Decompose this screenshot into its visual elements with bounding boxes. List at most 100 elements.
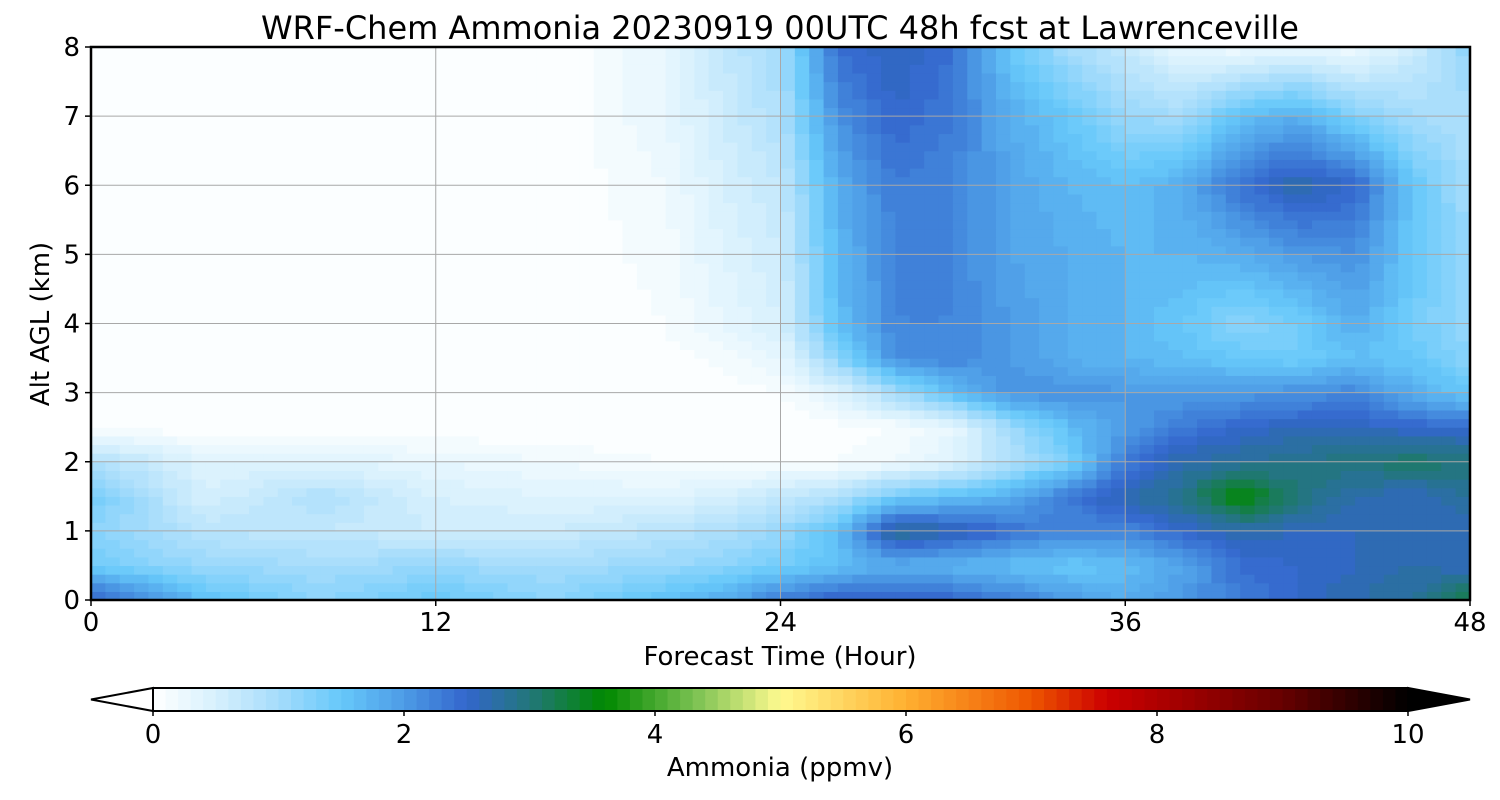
heatmap-cell [967, 271, 983, 281]
heatmap-cell [1441, 556, 1457, 567]
heatmap-cell [622, 332, 638, 342]
heatmap-cell [852, 591, 868, 600]
heatmap-cell [292, 332, 308, 342]
heatmap-cell [579, 254, 595, 264]
heatmap-cell [780, 323, 796, 333]
heatmap-cell [1039, 167, 1055, 178]
heatmap-cell [1225, 504, 1241, 515]
heatmap-cell [1125, 539, 1141, 549]
heatmap-cell [162, 591, 178, 600]
heatmap-cell [1297, 470, 1313, 480]
heatmap-cell [378, 314, 394, 325]
heatmap-cell [1268, 582, 1284, 592]
heatmap-cell [1010, 418, 1026, 428]
heatmap-cell [335, 280, 351, 290]
heatmap-cell [493, 323, 509, 333]
heatmap-cell [1340, 297, 1356, 307]
heatmap-cell [1153, 167, 1169, 178]
heatmap-cell [119, 202, 135, 212]
heatmap-cell [895, 574, 911, 584]
heatmap-cell [1254, 461, 1270, 471]
heatmap-cell [119, 548, 135, 558]
heatmap-cell [1067, 392, 1083, 402]
heatmap-cell [651, 383, 667, 394]
heatmap-cell [134, 444, 150, 454]
heatmap-cell [723, 366, 738, 376]
heatmap-cell [636, 487, 652, 497]
heatmap-cell [91, 228, 106, 238]
heatmap-cell [694, 487, 710, 497]
heatmap-cell [1283, 453, 1299, 463]
heatmap-cell [651, 435, 667, 446]
heatmap-cell [105, 513, 121, 523]
heatmap-cell [220, 401, 236, 411]
heatmap-cell [967, 150, 983, 160]
heatmap-cell [162, 418, 178, 428]
heatmap-cell [1010, 349, 1026, 359]
heatmap-cell [1283, 314, 1299, 325]
heatmap-cell [1024, 582, 1040, 592]
heatmap-cell [1096, 150, 1112, 160]
heatmap-cell [407, 176, 422, 186]
heatmap-cell [708, 453, 724, 463]
heatmap-cell [1383, 366, 1399, 376]
heatmap-cell [708, 297, 724, 307]
heatmap-cell [450, 556, 466, 567]
heatmap-cell [119, 470, 135, 480]
heatmap-cell [1426, 392, 1442, 402]
heatmap-cell [995, 263, 1011, 273]
heatmap-cell [1398, 383, 1414, 394]
heatmap-cell [766, 435, 782, 446]
heatmap-cell [1398, 444, 1414, 454]
heatmap-cell [1153, 496, 1169, 506]
heatmap-cell [1125, 280, 1141, 290]
heatmap-cell [1110, 150, 1126, 160]
heatmap-cell [349, 556, 365, 567]
heatmap-cell [349, 427, 365, 437]
heatmap-cell [1110, 461, 1126, 471]
heatmap-cell [909, 263, 925, 273]
heatmap-cell [550, 504, 566, 515]
heatmap-cell [608, 323, 624, 333]
heatmap-cell [1326, 522, 1342, 532]
heatmap-cell [1455, 323, 1470, 333]
heatmap-cell [694, 228, 710, 238]
heatmap-cell [1441, 176, 1457, 186]
heatmap-cell [636, 185, 652, 195]
heatmap-cell [1297, 409, 1313, 420]
heatmap-cell [1110, 202, 1126, 212]
heatmap-cell [1039, 392, 1055, 402]
heatmap-cell [1225, 401, 1241, 411]
heatmap-cell [105, 556, 121, 567]
heatmap-cell [636, 591, 652, 600]
heatmap-cell [924, 271, 940, 281]
heatmap-cell [292, 245, 308, 255]
heatmap-cell [1067, 306, 1083, 316]
heatmap-cell [205, 392, 221, 402]
heatmap-cell [1053, 539, 1069, 549]
heatmap-cell [521, 271, 537, 281]
heatmap-cell [521, 280, 537, 290]
heatmap-cell [1010, 461, 1026, 471]
heatmap-cell [1139, 392, 1155, 402]
heatmap-cell [292, 418, 308, 428]
heatmap-cell [981, 288, 997, 299]
heatmap-cell [521, 487, 537, 497]
heatmap-cell [263, 392, 279, 402]
heatmap-cell [881, 444, 897, 454]
heatmap-cell [1096, 358, 1112, 368]
heatmap-cell [1096, 340, 1112, 351]
heatmap-cell [1340, 418, 1356, 428]
heatmap-cell [320, 245, 336, 255]
heatmap-cell [1240, 159, 1256, 169]
heatmap-cell [1455, 444, 1470, 454]
heatmap-cell [1398, 349, 1414, 359]
heatmap-cell [1039, 513, 1055, 523]
heatmap-cell [148, 574, 164, 584]
heatmap-cell [1455, 565, 1470, 575]
heatmap-cell [1268, 254, 1284, 264]
heatmap-cell [464, 591, 480, 600]
heatmap-cell [837, 228, 853, 238]
heatmap-cell [766, 479, 782, 489]
heatmap-cell [177, 297, 193, 307]
